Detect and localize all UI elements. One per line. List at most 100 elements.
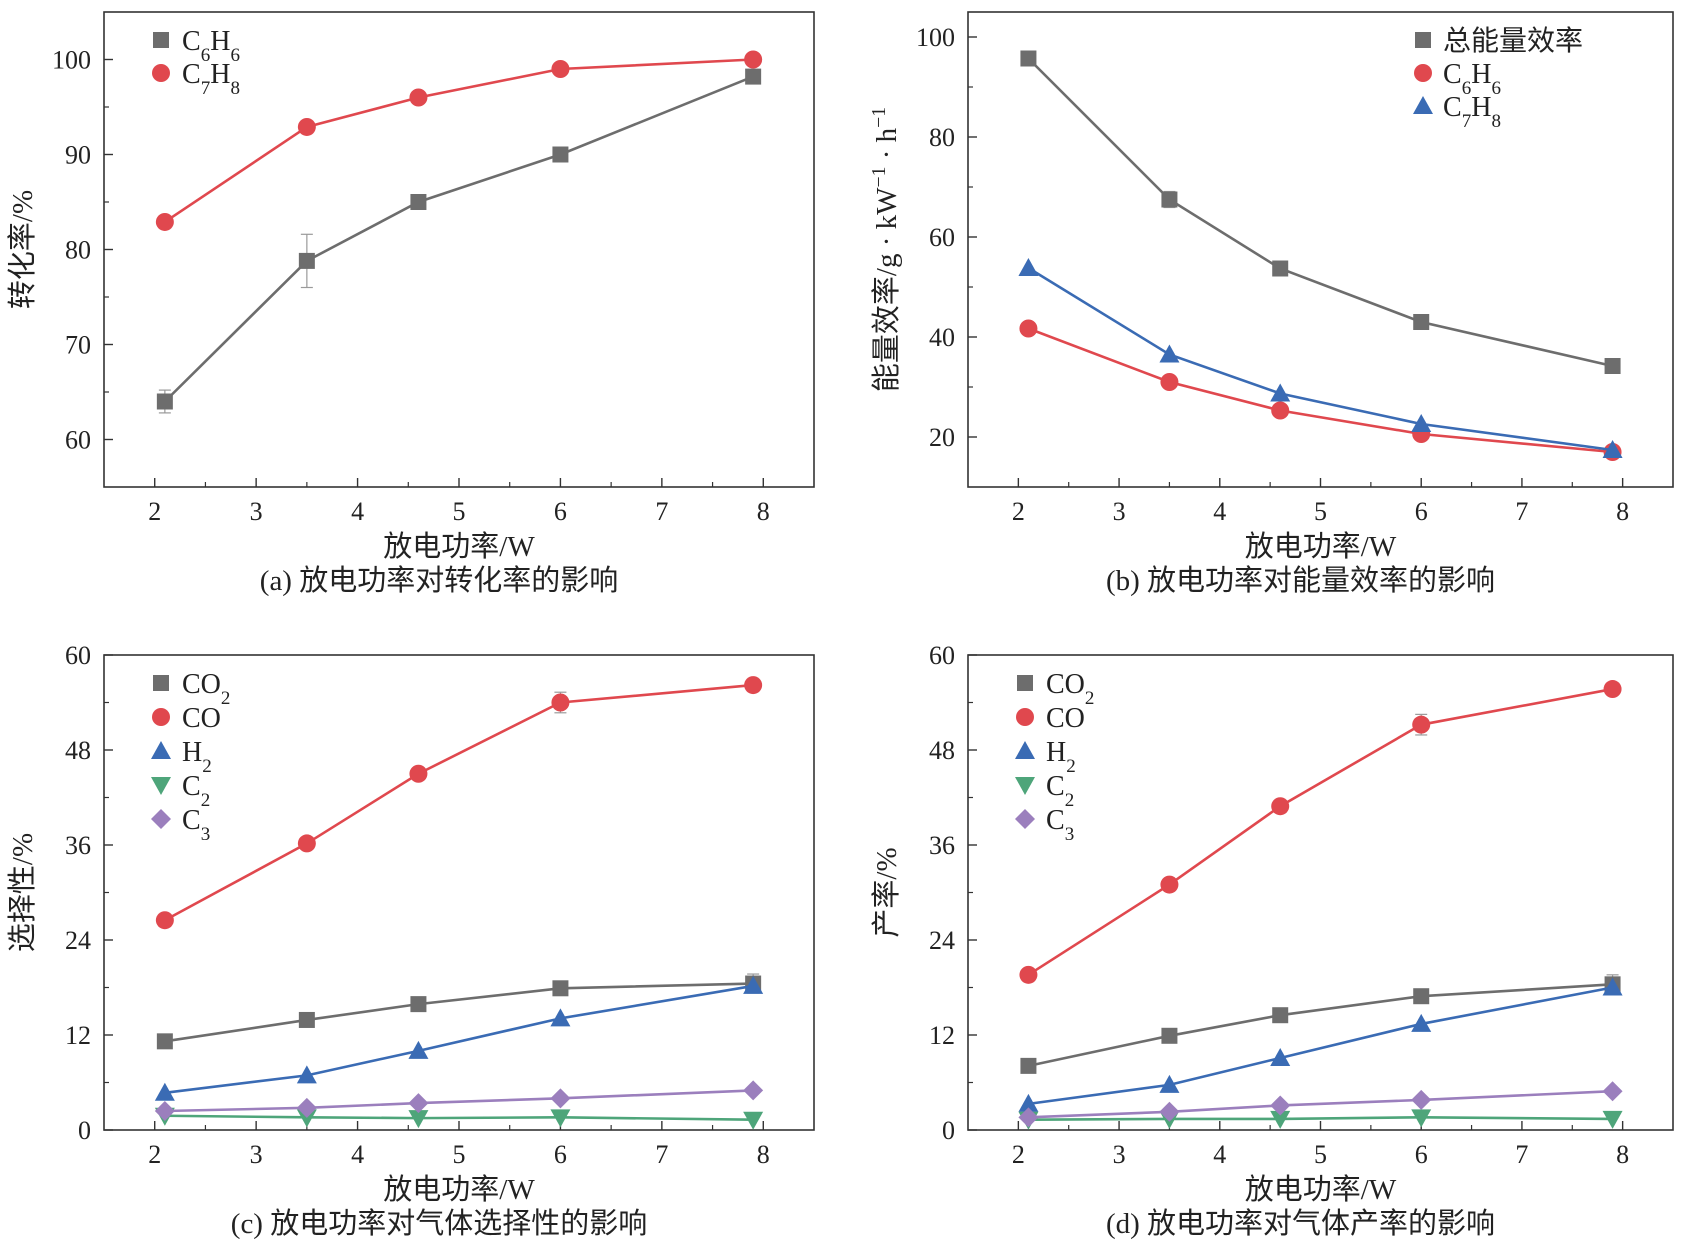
panel-caption: (a) 放电功率对转化率的影响	[260, 564, 618, 597]
data-point	[155, 212, 174, 231]
x-tick-label: 7	[1515, 497, 1528, 526]
y-tick-label: 70	[65, 331, 91, 360]
y-tick-label: 100	[52, 46, 91, 75]
data-point	[154, 1101, 175, 1121]
panel-caption: (d) 放电功率对气体产率的影响	[1106, 1207, 1495, 1240]
data-point	[744, 676, 763, 695]
legend-marker	[151, 741, 171, 759]
data-point	[1018, 1107, 1039, 1128]
y-tick-label: 12	[65, 1021, 91, 1050]
legend-marker	[1413, 96, 1433, 114]
y-tick-label: 60	[929, 641, 955, 670]
data-point	[296, 1097, 317, 1118]
chart-panel-c: 2 3 4 5 6 7 8 0 12 24 36 48 60 放电功率/W 选择性/% (c) 放电功率对气体…	[6, 641, 815, 1240]
y-tick-label: 80	[65, 236, 91, 265]
series-line	[164, 58, 754, 224]
series-line	[164, 984, 754, 1095]
series-line	[1027, 57, 1613, 368]
legend-marker	[153, 32, 169, 48]
x-tick-label: 4	[1213, 1140, 1226, 1169]
x-tick-label: 6	[1415, 497, 1428, 526]
legend-label: C6H6	[182, 26, 240, 66]
data-point	[1602, 1110, 1623, 1129]
data-point	[156, 393, 173, 410]
y-tick-label: 36	[929, 831, 955, 860]
panel-caption: (b) 放电功率对能量效率的影响	[1106, 564, 1495, 597]
data-point	[296, 1065, 317, 1084]
series-line	[1028, 986, 1613, 1106]
legend-marker	[1015, 777, 1035, 795]
legend-marker	[151, 777, 171, 795]
legend-label: H2	[182, 737, 212, 777]
y-tick-label: 60	[929, 223, 955, 252]
series-line	[164, 982, 754, 1043]
series-line	[1027, 687, 1613, 976]
x-axis-label: 放电功率/W	[1245, 530, 1397, 563]
series-line	[1028, 1116, 1613, 1122]
x-tick-label: 6	[554, 1140, 567, 1169]
x-tick-label: 2	[148, 497, 161, 526]
legend-label: CO2	[1046, 669, 1094, 709]
data-point	[408, 1110, 429, 1129]
legend-label: H2	[1046, 737, 1076, 777]
x-tick-label: 8	[757, 1140, 770, 1169]
legend-label: C2	[182, 771, 210, 811]
legend-marker	[151, 809, 171, 829]
data-point	[1270, 383, 1291, 402]
y-tick-label: 0	[78, 1116, 91, 1145]
data-point	[1161, 1027, 1178, 1044]
data-point	[745, 68, 762, 85]
series-CO2	[1020, 974, 1621, 1074]
data-point	[744, 50, 763, 69]
legend-marker	[1016, 708, 1034, 726]
data-point	[1413, 314, 1430, 330]
data-point	[1019, 965, 1038, 984]
data-point	[154, 1082, 175, 1101]
y-tick-label: 48	[929, 736, 955, 765]
y-tick-label: 100	[916, 23, 955, 52]
series-CO2	[156, 973, 762, 1050]
data-point	[743, 1111, 764, 1130]
x-tick-label: 2	[1012, 1140, 1025, 1169]
x-tick-label: 8	[1616, 1140, 1629, 1169]
data-point	[1602, 977, 1623, 996]
y-tick-label: 90	[65, 141, 91, 170]
data-point	[296, 1109, 317, 1128]
x-tick-label: 8	[757, 497, 770, 526]
data-point	[409, 88, 428, 107]
data-point	[1160, 373, 1179, 391]
data-point	[1602, 440, 1623, 458]
data-point	[155, 911, 174, 930]
data-point	[551, 693, 570, 712]
series-line	[1027, 266, 1613, 452]
legend-label: C3	[1046, 805, 1074, 845]
x-tick-label: 5	[1314, 1140, 1327, 1169]
series-line	[163, 75, 754, 403]
y-tick-label: 60	[65, 641, 91, 670]
data-point	[1271, 797, 1290, 816]
x-tick-label: 7	[655, 497, 668, 526]
data-point	[298, 252, 315, 269]
data-point	[1411, 1109, 1432, 1128]
legend-marker	[152, 708, 170, 726]
legend-label: 总能量效率	[1443, 25, 1583, 57]
data-point	[552, 146, 569, 163]
x-tick-label: 3	[1113, 1140, 1126, 1169]
data-point	[1270, 1095, 1291, 1116]
data-point	[743, 975, 764, 994]
x-tick-label: 7	[1515, 1140, 1528, 1169]
data-point	[1270, 1047, 1291, 1066]
data-point	[1412, 715, 1431, 734]
legend-marker	[153, 675, 169, 691]
data-point	[1159, 344, 1180, 363]
x-tick-label: 3	[1113, 497, 1126, 526]
data-point	[1411, 414, 1432, 432]
x-axis-label: 放电功率/W	[383, 1173, 535, 1206]
series-H2	[1018, 977, 1623, 1112]
data-point	[1160, 875, 1179, 894]
series-CO	[155, 676, 763, 930]
x-tick-label: 8	[1616, 497, 1629, 526]
